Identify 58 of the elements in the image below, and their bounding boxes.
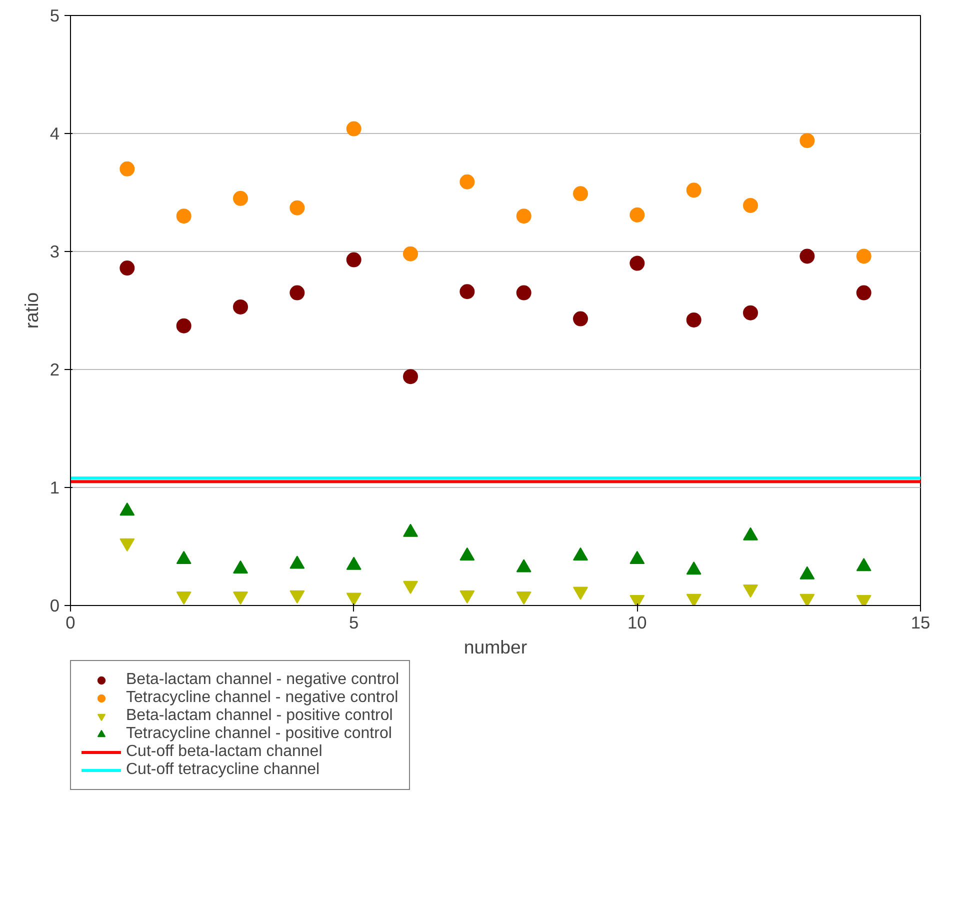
- point: [233, 592, 248, 605]
- point: [176, 208, 192, 224]
- y-tick-label: 2: [50, 360, 60, 380]
- x-tick-label: 10: [628, 612, 647, 632]
- point: [346, 592, 362, 606]
- point: [233, 299, 248, 314]
- point: [573, 311, 588, 326]
- y-axis-title: ratio: [20, 292, 42, 329]
- point: [233, 190, 248, 206]
- point: [743, 584, 758, 598]
- legend-label: Tetracycline channel - positive control: [126, 725, 392, 743]
- point: [856, 285, 872, 300]
- point: [686, 182, 702, 198]
- y-tick-label: 3: [50, 242, 60, 262]
- point: [516, 592, 532, 605]
- point: [800, 248, 815, 264]
- point: [686, 312, 702, 328]
- point: [573, 586, 588, 600]
- point: [800, 133, 815, 148]
- point: [460, 174, 475, 190]
- legend-label: Beta-lactam channel - positive control: [126, 707, 393, 725]
- y-tick-label: 1: [50, 478, 60, 498]
- x-axis-title: number: [464, 636, 528, 658]
- y-tick-label: 0: [50, 596, 60, 616]
- point: [120, 161, 135, 176]
- point: [460, 590, 475, 604]
- legend-label: Tetracycline channel - negative control: [126, 689, 398, 707]
- point: [120, 538, 135, 552]
- x-tick-label: 15: [910, 612, 930, 632]
- point: [346, 121, 362, 136]
- x-tick-label: 5: [349, 612, 359, 632]
- point: [403, 580, 418, 594]
- point: [743, 198, 758, 213]
- x-tick-label: 0: [66, 612, 76, 632]
- point: [800, 594, 815, 606]
- point: [516, 285, 532, 300]
- point: [290, 285, 305, 300]
- point: [630, 256, 645, 271]
- point: [176, 592, 192, 605]
- y-tick-label: 5: [50, 6, 60, 26]
- point: [573, 186, 588, 202]
- legend-label: Beta-lactam channel - negative control: [126, 671, 400, 689]
- legend-label: Cut-off beta-lactam channel: [126, 743, 322, 761]
- y-tick-label: 4: [50, 124, 60, 144]
- point: [686, 594, 702, 606]
- point: [743, 305, 758, 320]
- point: [516, 208, 532, 224]
- point: [120, 260, 135, 276]
- point: [856, 248, 872, 264]
- point: [290, 200, 305, 216]
- point: [630, 207, 645, 222]
- point: [403, 246, 418, 262]
- point: [403, 369, 418, 384]
- point: [176, 318, 192, 334]
- legend-label: Cut-off tetracycline channel: [126, 761, 320, 779]
- point: [290, 590, 305, 604]
- point: [346, 252, 362, 268]
- point: [460, 284, 475, 300]
